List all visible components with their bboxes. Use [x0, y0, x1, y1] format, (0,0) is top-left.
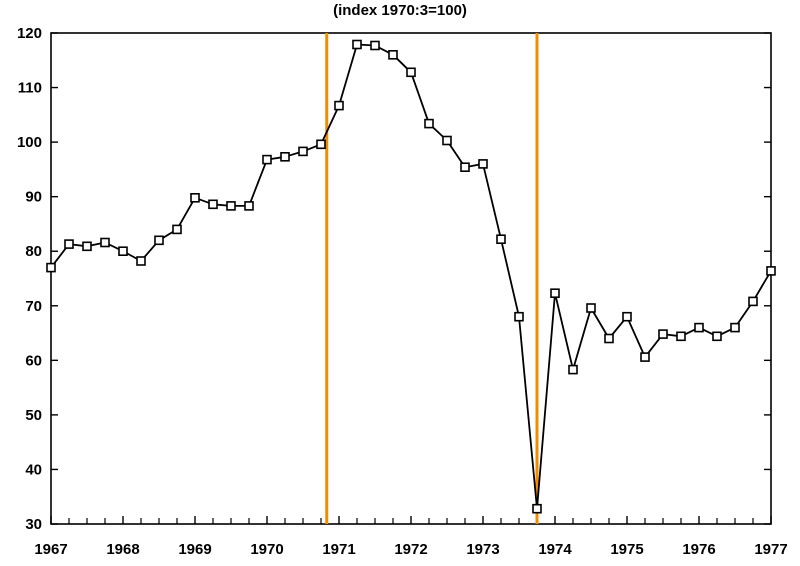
x-tick-label: 1974: [538, 541, 572, 558]
data-point-marker: [694, 322, 704, 333]
data-point-marker: [280, 152, 290, 162]
data-point-marker: [424, 118, 434, 129]
data-point-marker: [640, 352, 650, 362]
y-tick-label: 30: [25, 516, 42, 533]
y-tick-label: 60: [25, 352, 42, 369]
data-point-marker: [658, 329, 668, 339]
y-tick-label: 90: [25, 189, 42, 206]
data-point-marker: [766, 266, 776, 276]
y-tick-label: 50: [25, 407, 42, 424]
data-point-marker: [370, 40, 380, 51]
data-point-marker: [712, 331, 722, 342]
data-point-marker: [604, 333, 614, 344]
x-tick-label: 1970: [250, 541, 283, 558]
data-point-marker: [568, 364, 578, 375]
data-point-marker: [622, 311, 632, 322]
x-tick-label: 1977: [754, 541, 787, 558]
y-tick-label: 40: [25, 461, 42, 478]
data-point-marker: [226, 201, 236, 211]
y-tick-label: 100: [17, 134, 42, 151]
data-point-marker: [100, 237, 110, 248]
data-point-marker: [478, 159, 488, 169]
data-point-marker: [64, 239, 74, 249]
x-tick-label: 1971: [322, 541, 355, 558]
data-point-marker: [406, 67, 416, 78]
x-tick-label: 1972: [394, 541, 427, 558]
data-point-marker: [208, 199, 218, 210]
data-point-marker: [676, 331, 686, 342]
data-point-marker: [550, 288, 560, 299]
y-tick-label: 80: [25, 243, 42, 260]
data-point-marker: [496, 234, 506, 244]
chart-subtitle: (index 1970:3=100): [333, 2, 467, 19]
series-line: [50, 43, 772, 510]
x-tick-label: 1967: [34, 541, 67, 558]
data-point-marker: [514, 311, 524, 322]
data-point-marker: [118, 246, 128, 256]
y-tick-label: 70: [25, 298, 42, 315]
data-point-marker: [334, 100, 344, 111]
data-point-marker: [82, 241, 92, 252]
y-tick-label: 110: [18, 80, 42, 97]
data-point-marker: [532, 503, 542, 514]
data-point-marker: [748, 296, 758, 307]
data-point-marker: [190, 193, 200, 203]
x-tick-label: 1976: [682, 541, 715, 558]
data-point-marker: [388, 49, 398, 60]
plot-frame: [50, 32, 772, 525]
data-point-marker: [442, 135, 452, 146]
data-point-marker: [352, 39, 362, 50]
data-point-marker: [316, 139, 326, 150]
y-tick-label: 120: [17, 25, 42, 42]
data-point-marker: [586, 303, 596, 313]
data-point-marker: [154, 235, 164, 246]
x-tick-label: 1973: [466, 541, 499, 558]
data-point-marker: [730, 322, 740, 333]
data-point-marker: [136, 256, 146, 266]
data-point-marker: [172, 224, 182, 235]
data-point-marker: [460, 162, 470, 172]
x-tick-label: 1975: [610, 541, 643, 558]
data-point-marker: [262, 154, 272, 165]
x-tick-label: 1968: [106, 541, 139, 558]
data-point-marker: [46, 262, 56, 273]
x-tick-label: 1969: [178, 541, 211, 558]
data-point-marker: [244, 201, 254, 211]
data-point-marker: [298, 146, 308, 157]
